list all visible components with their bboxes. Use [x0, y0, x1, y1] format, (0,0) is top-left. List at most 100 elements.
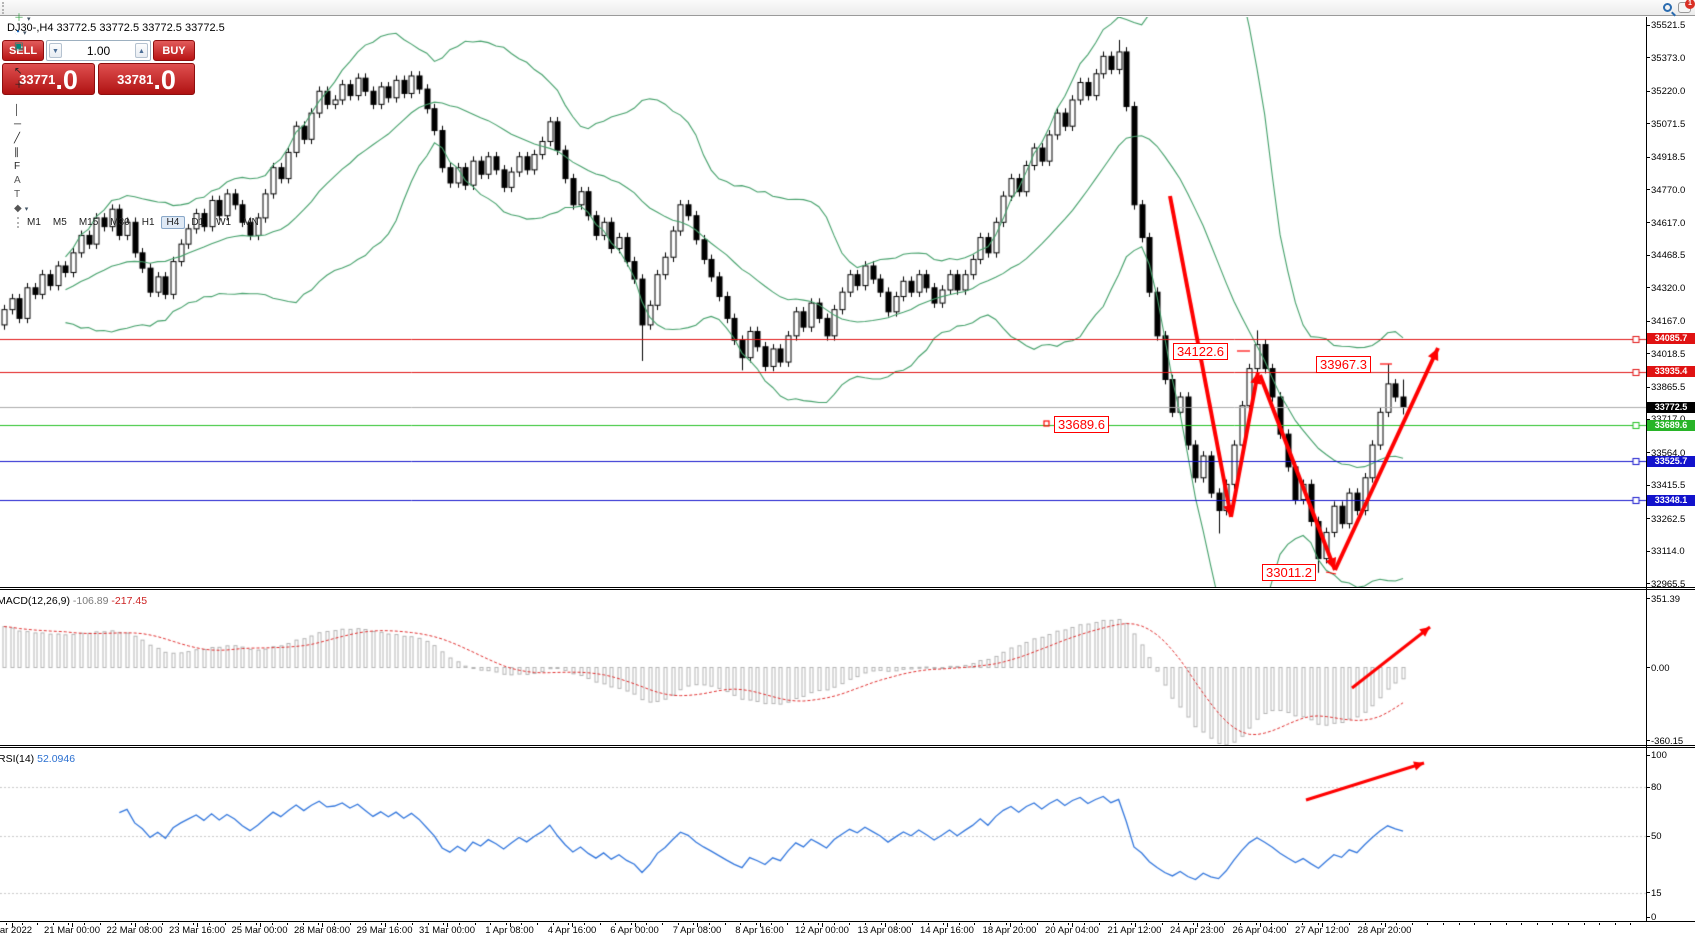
volume-increase-button[interactable]: ▲	[135, 43, 148, 58]
text-button[interactable]: A	[9, 174, 265, 188]
timeframe-m5[interactable]: M5	[52, 217, 67, 228]
time-major-tick	[634, 923, 636, 927]
trendline-button[interactable]: ╱	[9, 132, 265, 146]
vertical-line-icon: │	[14, 105, 21, 116]
chart-title: DJ30-,H4 33772.5 33772.5 33772.5 33772.5	[7, 22, 225, 34]
time-minor-tick	[1568, 923, 1569, 925]
time-minor-tick	[380, 923, 382, 925]
price-axis-label: 35373.0	[1651, 52, 1686, 64]
time-minor-tick	[224, 923, 226, 925]
price-annotation-flag[interactable]: 34122.6	[1173, 343, 1228, 360]
bid-price-display[interactable]: 33771 .0	[2, 63, 95, 95]
timeframe-m30[interactable]: M30	[110, 217, 130, 228]
price-annotation-flag[interactable]: 33967.3	[1316, 356, 1371, 373]
price-annotation-flag[interactable]: 33011.2	[1262, 564, 1317, 581]
time-axis-label: 14 Apr 16:00	[920, 925, 974, 936]
time-minor-tick	[1396, 923, 1398, 925]
time-minor-tick	[1208, 923, 1210, 925]
time-minor-tick	[1599, 923, 1601, 925]
time-minor-tick	[849, 923, 851, 925]
label-button[interactable]: T	[9, 188, 265, 202]
toolbar: ▤新订单◆☁◉▶自动交易║▮~⊕⊖▦▸▸|＋▾◔▾▣↖＋│─╱∥FAT◆▾M1M…	[0, 0, 1695, 229]
price-line-badge: 33689.6	[1647, 419, 1695, 431]
template-button[interactable]: ▣	[9, 40, 265, 54]
time-minor-tick	[724, 923, 726, 925]
channel-button[interactable]: ∥	[9, 146, 265, 160]
macd-indicator-label: MACD(12,26,9) -106.89 -217.45	[0, 595, 147, 607]
shapes-button[interactable]: ◆ ▾	[9, 202, 265, 216]
time-minor-tick	[1536, 923, 1538, 925]
price-axis-label: 33114.0	[1651, 546, 1685, 558]
trendline-icon: ╱	[14, 133, 21, 144]
notifications-icon[interactable]: 1	[1678, 0, 1695, 13]
rsi-axis-tick	[1646, 916, 1650, 918]
macd-signal-value: -217.45	[111, 595, 148, 607]
time-minor-tick	[1021, 923, 1023, 925]
time-axis[interactable]: Mar 2022 21 Mar 00:00 22 Mar 08:00 23 Mar 1…	[0, 923, 1695, 936]
price-annotation-flag[interactable]: 33689.6	[1054, 416, 1109, 433]
price-axis-label: 34918.5	[1651, 152, 1686, 164]
panel-divider[interactable]	[0, 587, 1695, 590]
volume-decrease-button[interactable]: ▼	[49, 43, 62, 58]
time-axis-label: 31 Mar 00:00	[419, 925, 475, 936]
timeframe-d1[interactable]: D1	[191, 217, 205, 228]
horizontal-line-button[interactable]: ─	[9, 118, 265, 132]
macd-panel-canvas[interactable]	[0, 591, 1646, 745]
time-minor-tick	[615, 923, 617, 925]
time-axis-label: 6 Apr 00:00	[610, 925, 659, 936]
timeframe-h4[interactable]: H4	[160, 216, 186, 229]
time-minor-tick	[1193, 923, 1195, 925]
chart-shift-button[interactable]: ▸|	[9, 0, 265, 1]
panel-divider[interactable]	[0, 745, 1695, 748]
time-major-tick	[197, 923, 198, 927]
sell-button[interactable]: SELL	[2, 40, 44, 61]
fibonacci-button[interactable]: F	[9, 160, 265, 174]
price-axis-label: 33415.5	[1651, 480, 1686, 492]
time-minor-tick	[1052, 923, 1054, 925]
time-minor-tick	[37, 923, 39, 925]
notification-badge: 1	[1685, 0, 1695, 9]
main-chart-canvas[interactable]	[0, 17, 1646, 587]
time-minor-tick	[568, 923, 570, 925]
time-minor-tick	[927, 923, 929, 925]
periods-button[interactable]: ◔ ▾	[9, 26, 265, 40]
time-major-tick	[947, 923, 948, 927]
cursor-button[interactable]: ↖	[9, 65, 265, 79]
add-indicator-button[interactable]: ＋ ▾	[9, 12, 265, 26]
time-minor-tick	[880, 923, 882, 925]
rsi-panel-canvas[interactable]	[0, 749, 1646, 921]
time-minor-tick	[255, 923, 257, 925]
time-minor-tick	[6, 923, 7, 925]
macd-axis-label: 351.39	[1651, 593, 1681, 605]
time-major-tick	[1197, 923, 1198, 927]
time-major-tick	[822, 923, 823, 927]
time-minor-tick	[755, 923, 757, 925]
time-minor-tick	[1036, 923, 1038, 925]
price-axis-border	[1646, 17, 1647, 922]
time-minor-tick	[1521, 923, 1523, 925]
crosshair-button[interactable]: ＋	[9, 79, 265, 93]
rsi-axis-tick	[1646, 786, 1650, 788]
timeframe-m15[interactable]: M15	[78, 217, 99, 228]
timeframe-h1[interactable]: H1	[141, 217, 155, 228]
time-major-tick	[1009, 923, 1011, 927]
time-minor-tick	[974, 923, 976, 925]
macd-axis-tick	[1646, 598, 1650, 600]
timeframe-mn[interactable]: MN	[243, 217, 259, 228]
timeframe-m1[interactable]: M1	[27, 217, 41, 228]
time-minor-tick	[1427, 923, 1429, 925]
macd-axis-label: 0.00	[1651, 662, 1670, 674]
buy-button[interactable]: BUY	[153, 40, 195, 61]
vertical-line-button[interactable]: │	[9, 104, 265, 118]
rsi-value: 52.0946	[37, 753, 76, 765]
fibonacci-icon: F	[14, 161, 21, 172]
shapes-icon: ◆	[14, 203, 22, 214]
ask-price-display[interactable]: 33781 .0	[98, 63, 195, 95]
volume-input[interactable]: 1.00	[86, 43, 111, 58]
timeframe-w1[interactable]: W1	[216, 217, 232, 228]
time-axis-label: 28 Apr 20:00	[1357, 925, 1412, 936]
price-axis-label: 34320.0	[1651, 282, 1686, 294]
toolbar-drag-handle[interactable]	[2, 1, 7, 14]
search-icon[interactable]	[1663, 3, 1672, 12]
price-axis-tick	[1646, 550, 1650, 552]
